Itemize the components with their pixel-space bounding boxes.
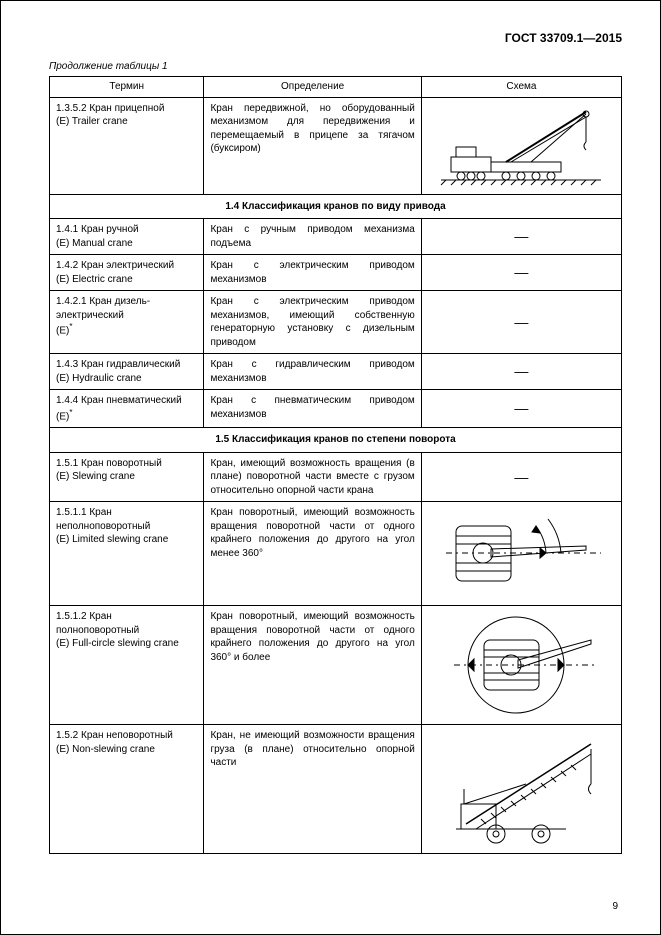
term-primary: 1.4.2.1 Кран дизель-электрический <box>56 295 197 322</box>
definition-cell: Кран с электрическим приводом механизмов <box>204 255 421 291</box>
term-primary: 1.4.4 Кран пневматический <box>56 394 197 408</box>
term-english: (E)* <box>56 408 197 424</box>
table-row: 1.4.2.1 Кран дизель-электрический (E)* К… <box>50 291 622 354</box>
scheme-cell: — <box>421 255 621 291</box>
table-caption: Продолжение таблицы 1 <box>49 61 622 72</box>
definition-cell: Кран передвижной, но оборудованный механ… <box>204 97 421 194</box>
table-row: 1.4.1 Кран ручной (E) Manual crane Кран … <box>50 219 622 255</box>
term-cell: 1.4.2 Кран электрический (E) Electric cr… <box>50 255 204 291</box>
term-english: (E)* <box>56 322 197 338</box>
term-cell: 1.4.3 Кран гидравлический (E) Hydraulic … <box>50 354 204 390</box>
term-cell: 1.5.1 Кран поворотный (E) Slewing crane <box>50 452 204 502</box>
definition-cell: Кран поворотный, имеющий возможность вра… <box>204 502 421 606</box>
header-term: Термин <box>50 77 204 98</box>
term-primary: 1.5.1.1 Кран неполноповоротный <box>56 506 197 533</box>
definition-cell: Кран с пневматическим приводом механизмо… <box>204 390 421 428</box>
term-cell: 1.4.4 Кран пневматический (E)* <box>50 390 204 428</box>
term-primary: 1.5.2 Кран неповоротный <box>56 729 197 743</box>
table-row: 1.4.4 Кран пневматический (E)* Кран с пн… <box>50 390 622 428</box>
scheme-cell <box>421 725 621 854</box>
term-cell: 1.5.1.2 Кран полноповоротный (E) Full-ci… <box>50 606 204 725</box>
definition-cell: Кран с гидравлическим приводом механизмо… <box>204 354 421 390</box>
scheme-cell: — <box>421 354 621 390</box>
definition-cell: Кран с ручным приводом механизма подъема <box>204 219 421 255</box>
table-row: 1.5.1.1 Кран неполноповоротный (E) Limit… <box>50 502 622 606</box>
term-english: (E) Full-circle slewing crane <box>56 637 197 651</box>
scheme-cell <box>421 606 621 725</box>
trailer-crane-icon <box>436 102 606 190</box>
term-primary: 1.4.3 Кран гидравлический <box>56 358 197 372</box>
scheme-cell: — <box>421 291 621 354</box>
table-header-row: Термин Определение Схема <box>50 77 622 98</box>
scheme-cell <box>421 502 621 606</box>
term-english: (E) Manual crane <box>56 237 197 251</box>
term-english: (E) Electric crane <box>56 273 197 287</box>
section-header: 1.5 Классификация кранов по степени пово… <box>50 428 622 453</box>
footnote-star-icon: * <box>69 322 72 331</box>
term-primary: 1.5.1 Кран поворотный <box>56 457 197 471</box>
term-english: (E) Slewing crane <box>56 470 197 484</box>
term-primary: 1.3.5.2 Кран прицепной <box>56 102 197 116</box>
table-row: 1.5.1 Кран поворотный (E) Slewing crane … <box>50 452 622 502</box>
definition-cell: Кран, имеющий возможность вращения (в пл… <box>204 452 421 502</box>
full-slewing-icon <box>436 610 606 720</box>
scheme-cell <box>421 97 621 194</box>
term-cell: 1.5.2 Кран неповоротный (E) Non-slewing … <box>50 725 204 854</box>
non-slewing-crane-icon <box>436 729 606 849</box>
limited-slewing-icon <box>436 506 606 601</box>
header-scheme: Схема <box>421 77 621 98</box>
footnote-star-icon: * <box>69 408 72 417</box>
classification-table: Термин Определение Схема 1.3.5.2 Кран пр… <box>49 76 622 854</box>
section-title: 1.5 Классификация кранов по степени пово… <box>50 428 622 453</box>
term-cell: 1.4.2.1 Кран дизель-электрический (E)* <box>50 291 204 354</box>
term-primary: 1.4.2 Кран электрический <box>56 259 197 273</box>
definition-cell: Кран с электрическим приводом механизмов… <box>204 291 421 354</box>
definition-cell: Кран поворотный, имеющий возможность вра… <box>204 606 421 725</box>
table-row: 1.4.2 Кран электрический (E) Electric cr… <box>50 255 622 291</box>
page-number: 9 <box>612 901 618 912</box>
section-header: 1.4 Классификация кранов по виду привода <box>50 194 622 219</box>
document-id: ГОСТ 33709.1—2015 <box>49 31 622 45</box>
term-english: (E) Hydraulic crane <box>56 372 197 386</box>
term-english: (E) Trailer crane <box>56 115 197 129</box>
table-row: 1.5.1.2 Кран полноповоротный (E) Full-ci… <box>50 606 622 725</box>
section-title: 1.4 Классификация кранов по виду привода <box>50 194 622 219</box>
term-cell: 1.4.1 Кран ручной (E) Manual crane <box>50 219 204 255</box>
term-primary: 1.4.1 Кран ручной <box>56 223 197 237</box>
term-english: (E) Limited slewing crane <box>56 533 197 547</box>
term-primary: 1.5.1.2 Кран полноповоротный <box>56 610 197 637</box>
table-row: 1.5.2 Кран неповоротный (E) Non-slewing … <box>50 725 622 854</box>
scheme-cell: — <box>421 390 621 428</box>
table-row: 1.3.5.2 Кран прицепной (E) Trailer crane… <box>50 97 622 194</box>
term-cell: 1.3.5.2 Кран прицепной (E) Trailer crane <box>50 97 204 194</box>
scheme-cell: — <box>421 452 621 502</box>
page: ГОСТ 33709.1—2015 Продолжение таблицы 1 … <box>0 0 661 935</box>
term-cell: 1.5.1.1 Кран неполноповоротный (E) Limit… <box>50 502 204 606</box>
term-english: (E) Non-slewing crane <box>56 743 197 757</box>
header-definition: Определение <box>204 77 421 98</box>
definition-cell: Кран, не имеющий возможности вращения гр… <box>204 725 421 854</box>
table-row: 1.4.3 Кран гидравлический (E) Hydraulic … <box>50 354 622 390</box>
scheme-cell: — <box>421 219 621 255</box>
